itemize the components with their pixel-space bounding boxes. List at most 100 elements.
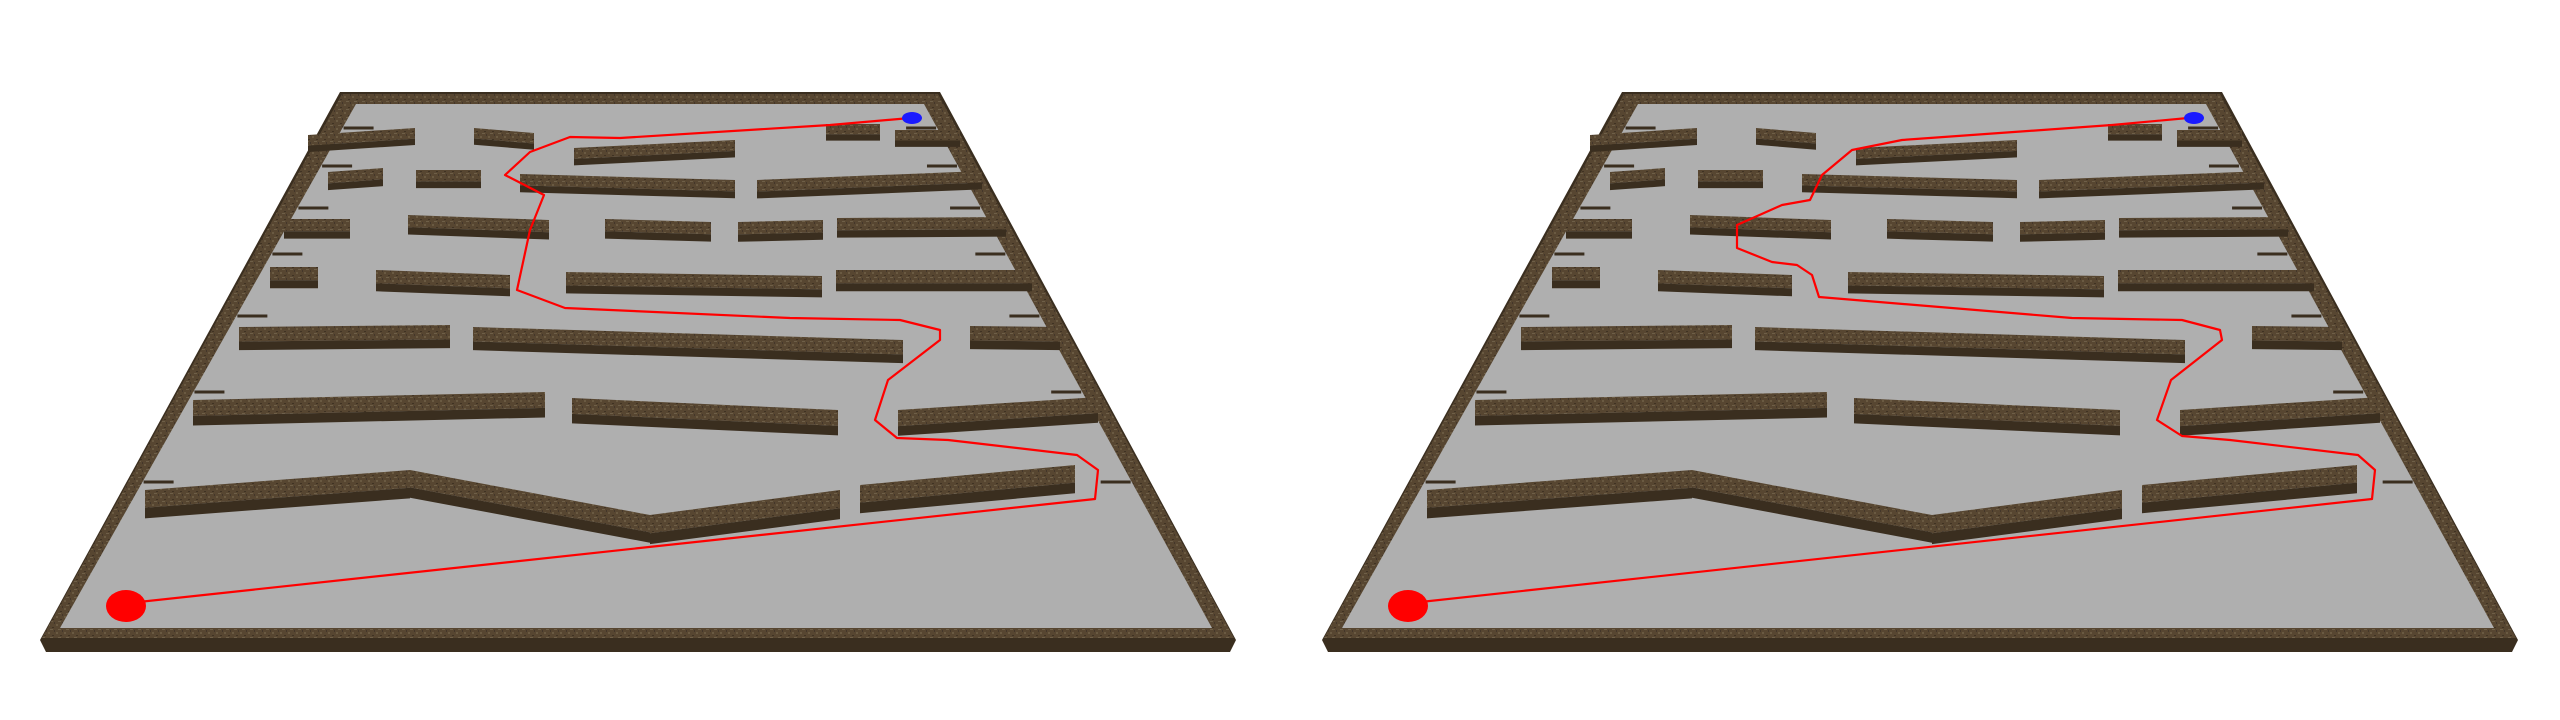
maze-wall <box>757 171 982 192</box>
goal-marker <box>2184 112 2204 124</box>
maze-wall <box>1475 392 1827 416</box>
board-front-edge <box>40 640 1236 652</box>
maze-wall-front <box>193 407 545 426</box>
maze-wall <box>898 397 1098 427</box>
maze-wall-front <box>2118 283 2314 292</box>
maze-wall-front <box>1566 231 1632 239</box>
maze-wall <box>1887 219 1993 235</box>
maze-wall <box>826 124 880 135</box>
maze-wall-front <box>1610 179 1665 191</box>
maze-wall-front <box>1887 231 1993 242</box>
maze-wall-front <box>416 181 481 189</box>
maze-wall-front <box>2108 134 2162 141</box>
maze-wall-front <box>1658 283 1792 297</box>
maze-wall <box>473 327 903 355</box>
maze-wall <box>2142 465 2357 503</box>
maze-wall-front <box>860 482 1075 514</box>
maze-wall-front <box>605 231 711 242</box>
maze-wall-front <box>2020 232 2105 242</box>
solution-path <box>1401 116 2377 606</box>
maze-wall-front <box>1756 138 1816 150</box>
maze-wall-front <box>1552 280 1600 289</box>
maze-wall <box>836 270 1032 284</box>
maze-wall <box>520 174 735 192</box>
maze-wall <box>566 272 822 290</box>
maze-wall-front <box>2180 413 2380 436</box>
maze-wall-front <box>1690 227 1831 240</box>
maze-wall <box>1610 168 1665 184</box>
maze-wall <box>408 215 549 233</box>
maze-wall <box>1802 174 2017 192</box>
maze-wall <box>1932 490 2122 534</box>
maze-wall-front <box>1802 185 2017 199</box>
maze-wall <box>605 219 711 235</box>
start-marker <box>106 590 146 622</box>
maze-wall-front <box>738 232 823 242</box>
maze-wall-front <box>970 340 1060 351</box>
maze-wall <box>970 326 1060 342</box>
maze-wall <box>2039 171 2264 192</box>
maze-wall <box>284 219 350 232</box>
maze-wall-front <box>1692 487 1932 543</box>
maze-wall <box>1698 170 1763 182</box>
maze-wall <box>1854 398 2120 426</box>
maze-wall-front <box>1856 150 2017 166</box>
maze-wall-front <box>474 138 534 150</box>
maze-wall-front <box>1427 487 1692 519</box>
maze-wall <box>1427 470 1692 508</box>
maze-wall-front <box>2039 182 2264 199</box>
maze-wall-front <box>2252 340 2342 351</box>
maze-wall <box>837 217 1006 231</box>
maze-wall <box>2180 397 2380 427</box>
maze-wall-front <box>566 285 822 298</box>
maze-wall-front <box>308 138 415 152</box>
maze-wall <box>1658 270 1792 289</box>
maze-wall-front <box>1475 407 1827 426</box>
maze-wall-front <box>650 508 840 545</box>
maze-wall <box>328 168 383 184</box>
maze-wall-front <box>757 182 982 199</box>
maze-wall <box>895 130 960 141</box>
maze-wall-front <box>473 341 903 364</box>
goal-marker <box>902 112 922 124</box>
maze-wall <box>2119 217 2288 231</box>
maze-wall-front <box>520 185 735 199</box>
maze-wall <box>474 128 534 144</box>
maze-wall-front <box>1932 508 2122 545</box>
maze-wall-front <box>2177 140 2242 147</box>
maze-wall-front <box>408 227 549 240</box>
maze-wall <box>1755 327 2185 355</box>
maze-wall <box>2252 326 2342 342</box>
maze-wall <box>1590 128 1697 146</box>
maze-wall <box>1566 219 1632 232</box>
maze-wall <box>270 267 318 281</box>
maze-wall-front <box>1590 138 1697 152</box>
maze-wall <box>738 220 823 235</box>
maze-wall <box>193 392 545 416</box>
maze-wall <box>416 170 481 182</box>
maze-wall-front <box>270 280 318 289</box>
maze-wall-front <box>572 413 838 436</box>
maze-wall <box>2108 124 2162 135</box>
maze-wall <box>1856 140 2017 159</box>
maze-wall <box>410 470 650 533</box>
maze-wall <box>376 270 510 289</box>
maze-wall-front <box>574 150 735 166</box>
maze-wall <box>1521 325 1732 342</box>
maze-wall-front <box>145 487 410 519</box>
maze-wall-front <box>376 283 510 297</box>
maze-wall <box>2118 270 2314 284</box>
maze-wall <box>1552 267 1600 281</box>
maze-wall-front <box>2142 482 2357 514</box>
solution-path <box>119 116 1100 606</box>
maze-panel-right <box>1322 92 2518 652</box>
maze-wall-front <box>410 487 650 543</box>
maze-wall-front <box>836 283 1032 292</box>
maze-panel-left <box>40 92 1236 652</box>
maze-wall <box>860 465 1075 503</box>
maze-wall-front <box>284 231 350 239</box>
maze-wall <box>145 470 410 508</box>
maze-wall-front <box>898 413 1098 436</box>
board-front-edge <box>1322 640 2518 652</box>
